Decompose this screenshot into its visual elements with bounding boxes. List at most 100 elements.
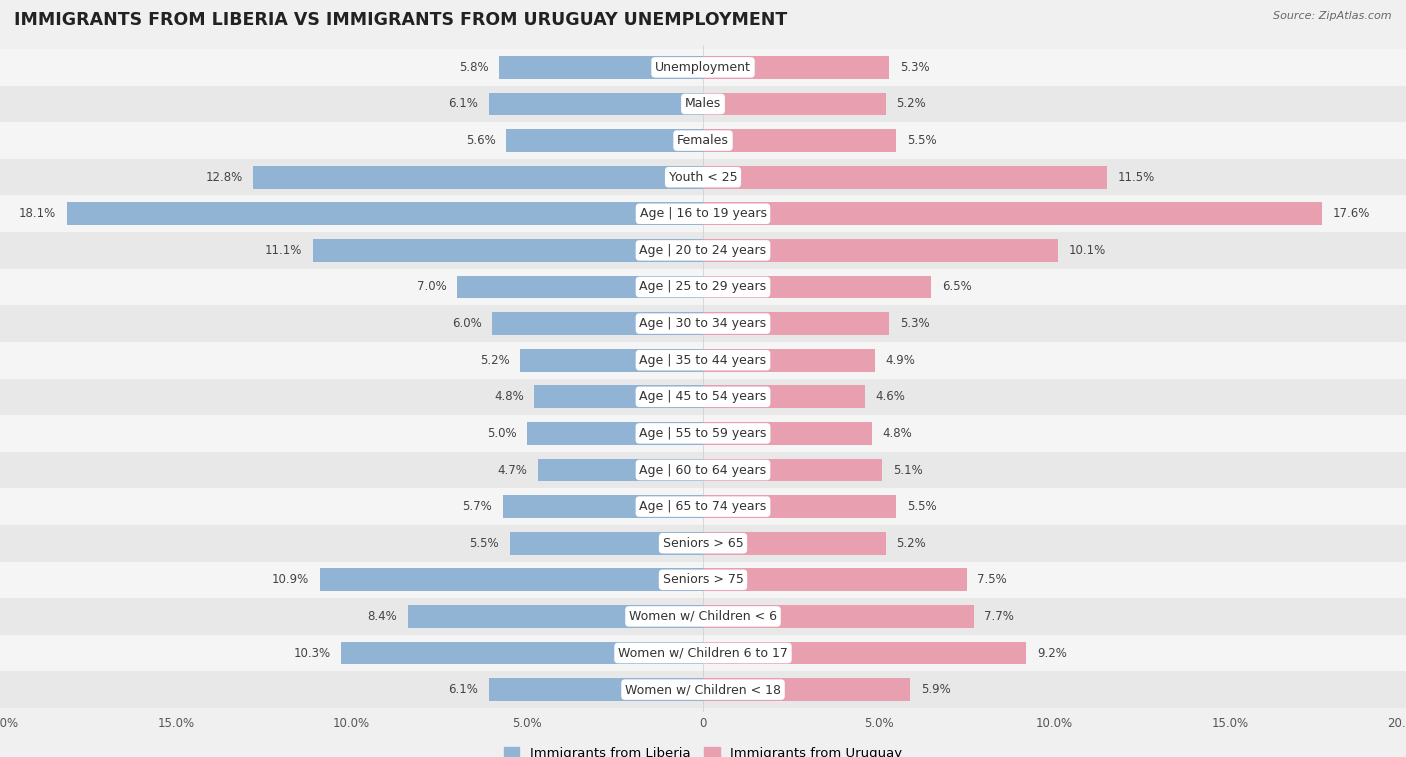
Bar xyxy=(321,569,703,591)
Bar xyxy=(499,56,703,79)
Text: 6.1%: 6.1% xyxy=(449,683,478,696)
Bar xyxy=(520,349,703,372)
Bar xyxy=(703,56,889,79)
Bar xyxy=(537,459,703,481)
Bar xyxy=(0,195,1406,232)
Text: 5.2%: 5.2% xyxy=(479,354,510,366)
Bar xyxy=(0,671,1406,708)
Bar xyxy=(703,422,872,445)
Bar xyxy=(489,678,703,701)
Bar xyxy=(408,605,703,628)
Text: 5.5%: 5.5% xyxy=(907,500,936,513)
Text: 4.9%: 4.9% xyxy=(886,354,915,366)
Text: 4.8%: 4.8% xyxy=(494,391,524,403)
Text: 18.1%: 18.1% xyxy=(20,207,56,220)
Bar xyxy=(703,532,886,555)
Text: Age | 65 to 74 years: Age | 65 to 74 years xyxy=(640,500,766,513)
Bar xyxy=(703,605,973,628)
Text: 5.5%: 5.5% xyxy=(907,134,936,147)
Bar xyxy=(527,422,703,445)
Text: 6.5%: 6.5% xyxy=(942,281,972,294)
Bar xyxy=(703,678,911,701)
Bar xyxy=(703,129,897,152)
Bar xyxy=(253,166,703,188)
Text: IMMIGRANTS FROM LIBERIA VS IMMIGRANTS FROM URUGUAY UNEMPLOYMENT: IMMIGRANTS FROM LIBERIA VS IMMIGRANTS FR… xyxy=(14,11,787,30)
Text: 5.1%: 5.1% xyxy=(893,463,922,476)
Text: 5.2%: 5.2% xyxy=(897,537,927,550)
Text: Seniors > 75: Seniors > 75 xyxy=(662,573,744,587)
Text: 9.2%: 9.2% xyxy=(1038,646,1067,659)
Text: 6.1%: 6.1% xyxy=(449,98,478,111)
Text: 11.1%: 11.1% xyxy=(264,244,302,257)
Text: 7.0%: 7.0% xyxy=(416,281,447,294)
Bar xyxy=(703,166,1108,188)
Bar xyxy=(0,488,1406,525)
Bar xyxy=(506,129,703,152)
Bar xyxy=(703,495,897,518)
Text: Youth < 25: Youth < 25 xyxy=(669,170,737,184)
Bar xyxy=(66,202,703,225)
Bar xyxy=(0,305,1406,342)
Bar xyxy=(492,312,703,335)
Bar xyxy=(340,642,703,665)
Text: Age | 55 to 59 years: Age | 55 to 59 years xyxy=(640,427,766,440)
Text: Females: Females xyxy=(678,134,728,147)
Bar xyxy=(457,276,703,298)
Bar xyxy=(314,239,703,262)
Text: Age | 16 to 19 years: Age | 16 to 19 years xyxy=(640,207,766,220)
Text: Age | 30 to 34 years: Age | 30 to 34 years xyxy=(640,317,766,330)
Bar xyxy=(0,598,1406,634)
Bar xyxy=(0,123,1406,159)
Text: Unemployment: Unemployment xyxy=(655,61,751,74)
Text: 4.8%: 4.8% xyxy=(883,427,912,440)
Text: 5.8%: 5.8% xyxy=(458,61,489,74)
Bar xyxy=(0,342,1406,378)
Text: 6.0%: 6.0% xyxy=(451,317,481,330)
Bar xyxy=(703,276,932,298)
Bar xyxy=(703,349,875,372)
Bar xyxy=(503,495,703,518)
Text: 17.6%: 17.6% xyxy=(1333,207,1369,220)
Text: Women w/ Children < 6: Women w/ Children < 6 xyxy=(628,610,778,623)
Bar xyxy=(0,634,1406,671)
Text: 10.1%: 10.1% xyxy=(1069,244,1105,257)
Text: 5.7%: 5.7% xyxy=(463,500,492,513)
Text: 4.7%: 4.7% xyxy=(498,463,527,476)
Text: Age | 25 to 29 years: Age | 25 to 29 years xyxy=(640,281,766,294)
Text: 5.5%: 5.5% xyxy=(470,537,499,550)
Bar xyxy=(703,385,865,408)
Bar xyxy=(703,202,1322,225)
Text: 5.3%: 5.3% xyxy=(900,317,929,330)
Bar xyxy=(703,459,883,481)
Text: Women w/ Children 6 to 17: Women w/ Children 6 to 17 xyxy=(619,646,787,659)
Text: 7.5%: 7.5% xyxy=(977,573,1007,587)
Text: 5.2%: 5.2% xyxy=(897,98,927,111)
Text: 4.6%: 4.6% xyxy=(875,391,905,403)
Bar xyxy=(0,562,1406,598)
Bar xyxy=(703,569,967,591)
Text: 8.4%: 8.4% xyxy=(367,610,398,623)
Text: 5.9%: 5.9% xyxy=(921,683,950,696)
Bar xyxy=(534,385,703,408)
Bar xyxy=(703,239,1057,262)
Bar xyxy=(0,232,1406,269)
Text: Age | 60 to 64 years: Age | 60 to 64 years xyxy=(640,463,766,476)
Text: 5.6%: 5.6% xyxy=(465,134,496,147)
Text: 5.3%: 5.3% xyxy=(900,61,929,74)
Text: Males: Males xyxy=(685,98,721,111)
Text: Age | 20 to 24 years: Age | 20 to 24 years xyxy=(640,244,766,257)
Text: Age | 45 to 54 years: Age | 45 to 54 years xyxy=(640,391,766,403)
Text: 7.7%: 7.7% xyxy=(984,610,1014,623)
Bar xyxy=(0,86,1406,123)
Bar xyxy=(703,642,1026,665)
Text: 10.9%: 10.9% xyxy=(273,573,309,587)
Bar xyxy=(510,532,703,555)
Text: Source: ZipAtlas.com: Source: ZipAtlas.com xyxy=(1274,11,1392,21)
Bar xyxy=(0,525,1406,562)
Bar xyxy=(0,159,1406,195)
Bar xyxy=(0,415,1406,452)
Text: Seniors > 65: Seniors > 65 xyxy=(662,537,744,550)
Text: 5.0%: 5.0% xyxy=(486,427,517,440)
Bar xyxy=(0,378,1406,415)
Bar xyxy=(0,269,1406,305)
